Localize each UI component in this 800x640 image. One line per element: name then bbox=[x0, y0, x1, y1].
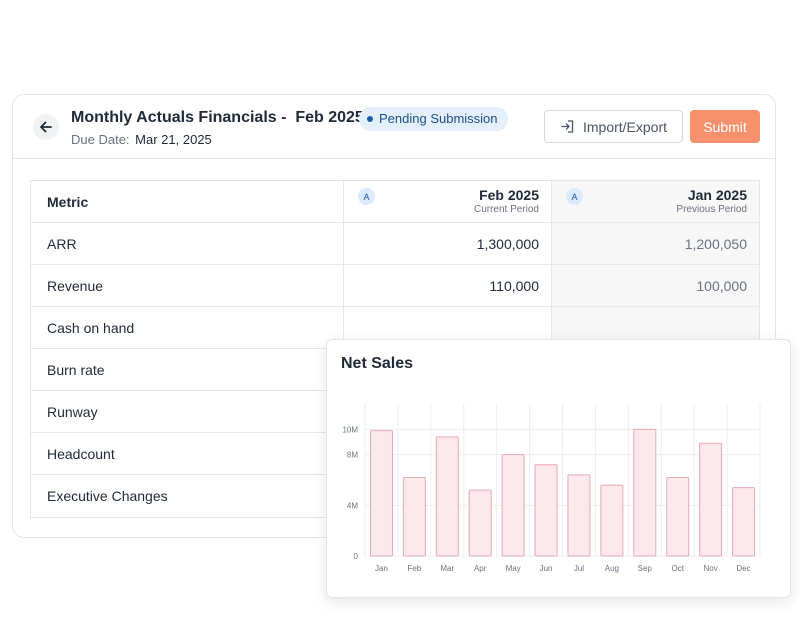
bar-nov bbox=[699, 442, 723, 557]
bar-apr bbox=[468, 489, 492, 557]
x-tick-label: Nov bbox=[704, 564, 718, 573]
y-tick-label: 8M bbox=[347, 451, 358, 460]
page-header: Monthly Actuals Financials - Feb 2025 Du… bbox=[13, 95, 775, 159]
previous-value-cell: 1,200,050 bbox=[552, 223, 759, 264]
x-tick-label: Sep bbox=[638, 564, 653, 573]
bar-jul bbox=[567, 474, 591, 557]
status-badge: Pending Submission bbox=[359, 107, 508, 131]
import-export-button[interactable]: Import/Export bbox=[544, 110, 683, 143]
avatar: A bbox=[358, 188, 375, 205]
x-tick-label: Apr bbox=[474, 564, 487, 573]
submit-button[interactable]: Submit bbox=[690, 110, 760, 143]
metric-name: Burn rate bbox=[31, 349, 344, 390]
current-value-cell[interactable]: 1,300,000 bbox=[344, 223, 552, 264]
table-row: ARR 1,300,000 1,200,050 bbox=[31, 223, 759, 265]
bar-aug bbox=[600, 484, 624, 557]
bar-oct bbox=[666, 476, 690, 557]
due-date-value: Mar 21, 2025 bbox=[135, 132, 212, 147]
bar-jun bbox=[534, 464, 558, 557]
metric-name: ARR bbox=[31, 223, 344, 264]
x-tick-label: Feb bbox=[407, 564, 421, 573]
x-tick-label: Jul bbox=[574, 564, 584, 573]
table-header-row: Metric A Feb 2025 Current Period A Jan 2… bbox=[31, 181, 759, 223]
avatar: A bbox=[566, 188, 583, 205]
column-header-current-label: Feb 2025 bbox=[479, 187, 539, 203]
x-tick-label: Dec bbox=[736, 564, 750, 573]
column-header-previous: A Jan 2025 Previous Period bbox=[552, 181, 759, 222]
table-row: Revenue 110,000 100,000 bbox=[31, 265, 759, 307]
metric-name: Headcount bbox=[31, 433, 344, 474]
bar-dec bbox=[732, 487, 756, 557]
x-tick-label: Jun bbox=[540, 564, 553, 573]
column-header-previous-label: Jan 2025 bbox=[687, 187, 747, 203]
net-sales-chart-panel: Net Sales 0 4M 8M 10M Jan Feb Mar Apr May Jun Jul A… bbox=[326, 339, 791, 598]
metric-name: Runway bbox=[31, 391, 344, 432]
chart-title: Net Sales bbox=[341, 355, 414, 372]
status-badge-label: Pending Submission bbox=[379, 111, 498, 126]
x-tick-label: Oct bbox=[671, 564, 684, 573]
y-tick-label: 10M bbox=[342, 425, 358, 434]
import-export-label: Import/Export bbox=[582, 118, 668, 135]
x-tick-label: Jan bbox=[375, 564, 388, 573]
bar-jan bbox=[369, 430, 393, 557]
status-dot-icon bbox=[367, 116, 373, 122]
y-tick-label: 0 bbox=[354, 552, 359, 561]
x-tick-label: Aug bbox=[605, 564, 619, 573]
column-header-current: A Feb 2025 Current Period bbox=[344, 181, 552, 222]
due-date: Due Date: Mar 21, 2025 bbox=[71, 132, 212, 147]
import-icon bbox=[561, 120, 574, 133]
current-value-cell[interactable]: 110,000 bbox=[344, 265, 552, 306]
bar-mar bbox=[435, 436, 459, 557]
back-button[interactable] bbox=[33, 114, 59, 140]
previous-value-cell: 100,000 bbox=[552, 265, 759, 306]
page-title: Monthly Actuals Financials - Feb 2025 bbox=[71, 109, 364, 126]
column-header-metric: Metric bbox=[31, 181, 344, 222]
net-sales-chart: 0 4M 8M 10M Jan Feb Mar Apr May Jun Jul Aug Sep Oct No… bbox=[342, 404, 761, 573]
metric-name: Executive Changes bbox=[31, 475, 344, 517]
column-header-current-sublabel: Current Period bbox=[473, 204, 539, 215]
y-tick-label: 4M bbox=[347, 501, 358, 510]
bar-feb bbox=[402, 476, 426, 557]
current-value-cell[interactable] bbox=[344, 307, 552, 348]
bar-may bbox=[501, 454, 525, 557]
metric-name: Cash on hand bbox=[31, 307, 344, 348]
metric-name: Revenue bbox=[31, 265, 344, 306]
bar-sep bbox=[633, 428, 657, 557]
column-header-previous-sublabel: Previous Period bbox=[676, 204, 747, 215]
x-tick-label: May bbox=[506, 564, 521, 573]
due-date-label: Due Date: bbox=[71, 132, 130, 147]
arrow-left-icon bbox=[40, 121, 52, 133]
x-tick-label: Mar bbox=[440, 564, 454, 573]
